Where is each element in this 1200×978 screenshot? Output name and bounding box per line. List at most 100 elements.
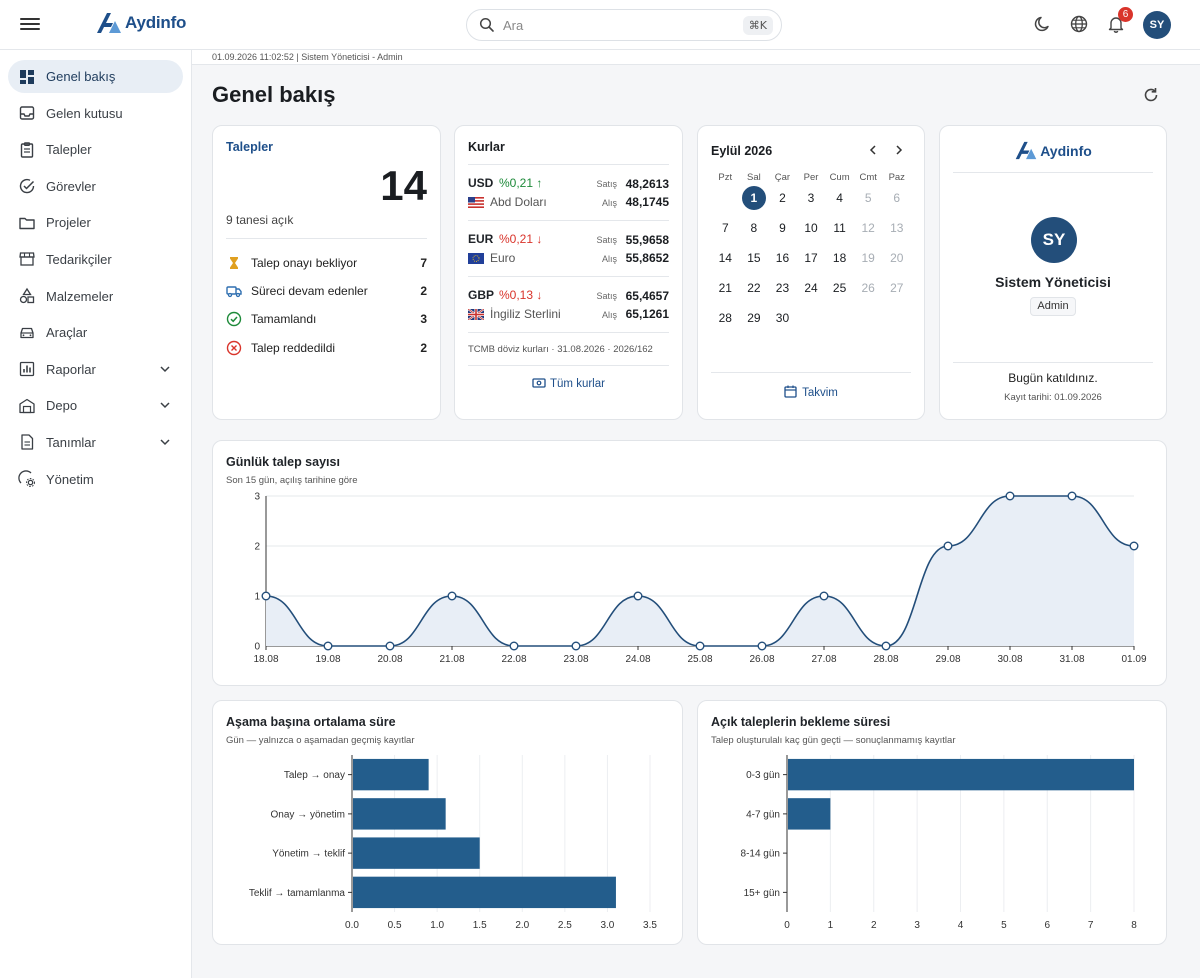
calendar-day[interactable]: 6 <box>893 191 901 205</box>
menu-toggle-icon[interactable] <box>20 15 40 35</box>
sidebar-item-gelen-kutusu[interactable]: Gelen kutusu <box>8 97 183 130</box>
sidebar-item-projeler[interactable]: Projeler <box>8 206 183 239</box>
divider <box>953 172 1153 173</box>
calendar-day[interactable]: 26 <box>861 281 875 295</box>
calendar-day[interactable]: 25 <box>832 281 847 295</box>
user-avatar[interactable]: SY <box>1143 11 1171 39</box>
calendar-day[interactable]: 10 <box>804 221 818 235</box>
chevron-down-icon <box>160 439 170 445</box>
daily-requests-chart-card: Günlük talep sayısı Son 15 gün, açılış t… <box>212 440 1167 686</box>
calendar-day[interactable]: 17 <box>804 251 818 265</box>
calendar-day[interactable]: 3 <box>807 191 815 205</box>
sell-label: Satış <box>596 179 617 189</box>
x-tick-label: 8 <box>1131 920 1137 931</box>
calendar-day[interactable]: 8 <box>750 221 758 235</box>
brand-logo[interactable]: Aydinfo <box>95 11 186 35</box>
calendar-day[interactable]: 14 <box>718 251 732 265</box>
calendar-day[interactable]: 21 <box>718 281 732 295</box>
sell-rate: 55,9658 <box>625 233 669 247</box>
buy-rate: 65,1261 <box>625 307 669 321</box>
calendar-day[interactable]: 5 <box>864 191 872 205</box>
calendar-empty-cell <box>825 303 854 333</box>
eu-flag-icon <box>468 253 484 264</box>
search-input[interactable] <box>503 17 743 33</box>
calendar-empty-cell <box>797 303 826 333</box>
chevron-right-icon[interactable] <box>892 143 906 157</box>
data-point <box>447 591 457 601</box>
calendar-day[interactable]: 12 <box>861 221 875 235</box>
sidebar-item-genel-bakis[interactable]: Genel bakış <box>8 60 183 93</box>
calendar-day[interactable]: 4 <box>836 191 843 205</box>
sidebar-item-talepler[interactable]: Talepler <box>8 133 183 166</box>
talepler-open-count: 9 tanesi açık <box>226 213 294 227</box>
status-label: Tamamlandı <box>251 312 317 326</box>
calendar-day[interactable]: 27 <box>890 281 904 295</box>
calendar-day[interactable]: 9 <box>779 221 786 235</box>
clipboard-icon <box>20 141 34 158</box>
calendar-day[interactable]: 16 <box>775 251 790 265</box>
dark-mode-moon-icon[interactable] <box>1033 14 1053 34</box>
sidebar-item-depo[interactable]: Depo <box>8 389 183 422</box>
sidebar-item-araclar[interactable]: Araçlar <box>8 316 183 349</box>
all-rates-link[interactable]: Tüm kurlar <box>455 377 682 390</box>
chart-title: Açık taleplerin bekleme süresi <box>711 715 891 729</box>
search-shortcut-badge: ⌘K <box>742 15 773 35</box>
talepler-card-title[interactable]: Talepler <box>226 140 274 154</box>
x-tick-label: 19.08 <box>315 654 340 665</box>
data-point <box>385 641 395 651</box>
currency-name: Euro <box>490 251 516 265</box>
calendar-day[interactable]: 7 <box>721 221 729 235</box>
sidebar-item-raporlar[interactable]: Raporlar <box>8 353 183 386</box>
calendar-day[interactable]: 30 <box>775 311 790 325</box>
status-row-completed[interactable]: Tamamlandı 3 <box>226 310 427 328</box>
calendar-day[interactable]: 2 <box>779 191 786 205</box>
data-point <box>1005 491 1015 501</box>
hourglass-icon <box>230 257 238 269</box>
calendar-day[interactable]: 11 <box>833 221 846 235</box>
sidebar-item-tedarikciler[interactable]: Tedarikçiler <box>8 243 183 276</box>
x-tick-label: 23.08 <box>563 654 588 665</box>
calendar-empty-cell <box>854 303 883 333</box>
calendar-link[interactable]: Takvim <box>698 385 924 399</box>
bar <box>353 758 429 791</box>
sidebar-item-tanimlar[interactable]: Tanımlar <box>8 426 183 459</box>
stage-duration-chart-card: Aşama başına ortalama süre Gün — yalnızc… <box>212 700 683 945</box>
language-globe-icon[interactable] <box>1069 14 1089 34</box>
status-row-rejected[interactable]: Talep reddedildi 2 <box>226 339 427 357</box>
status-label: Talep onayı bekliyor <box>251 256 358 270</box>
calendar-day[interactable]: 20 <box>890 251 904 265</box>
calendar-day[interactable]: 24 <box>804 281 818 295</box>
calendar-day[interactable]: 1 <box>740 183 769 213</box>
calendar-empty-cell <box>882 303 911 333</box>
page-title: Genel bakış <box>212 82 336 107</box>
status-row-in-progress[interactable]: Süreci devam edenler 2 <box>226 282 427 300</box>
chevron-left-icon[interactable] <box>866 143 880 157</box>
calendar-day[interactable]: 23 <box>775 281 790 295</box>
calendar-day[interactable]: 13 <box>890 221 904 235</box>
divider <box>468 220 669 221</box>
notification-count-badge: 6 <box>1118 7 1133 22</box>
calendar-day[interactable]: 15 <box>747 251 761 265</box>
calendar-day[interactable]: 18 <box>832 251 847 265</box>
search-box[interactable]: ⌘K <box>466 9 782 41</box>
weekday-label: Per <box>803 172 819 183</box>
sidebar-item-label: Gelen kutusu <box>46 105 123 121</box>
calendar-day[interactable]: 19 <box>861 251 875 265</box>
status-row-pending[interactable]: Talep onayı bekliyor 7 <box>226 254 427 272</box>
buy-label: Alış <box>601 254 617 264</box>
calendar-day[interactable]: 22 <box>747 281 761 295</box>
calendar-day[interactable]: 28 <box>718 311 732 325</box>
sidebar-item-gorevler[interactable]: Görevler <box>8 170 183 203</box>
calendar-days: 1 2 3 4 5 6 7 8 9 10 11 12 13 14 15 16 17 18 19 20 21 22 23 24 2… <box>711 183 911 333</box>
x-tick-label: 2.5 <box>558 920 572 931</box>
sidebar-item-malzemeler[interactable]: Malzemeler <box>8 280 183 313</box>
refresh-icon[interactable] <box>1142 86 1160 104</box>
sidebar-item-label: Talepler <box>46 142 92 158</box>
store-icon <box>19 252 35 267</box>
data-point <box>261 591 271 601</box>
weekday-label: Çar <box>774 172 791 183</box>
sidebar-item-yonetim[interactable]: Yönetim <box>8 463 183 496</box>
weekday-label: Paz <box>888 172 905 183</box>
calendar-day[interactable]: 29 <box>747 311 761 325</box>
status-count: 2 <box>420 284 427 298</box>
